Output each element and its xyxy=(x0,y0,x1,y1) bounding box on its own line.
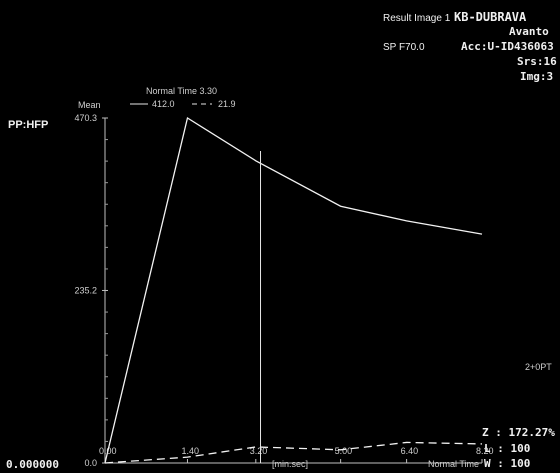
x-axis-title-right: Normal Time xyxy=(428,459,480,469)
chart-series xyxy=(104,116,483,464)
chart-legend: Normal Time 3.30 412.0 21.9 xyxy=(130,86,236,109)
orientation-label: 2+0PT xyxy=(525,362,552,372)
series-number: Srs:16 xyxy=(517,55,557,68)
position-value: 0.000000 xyxy=(6,458,59,471)
chart-axes xyxy=(104,118,482,464)
x-tick-label: 6.40 xyxy=(401,446,419,456)
x-tick-label: 5.00 xyxy=(335,446,353,456)
mean-series-line xyxy=(104,116,483,464)
x-tick-label: 3.20 xyxy=(250,446,268,456)
window-readout: W : 100 xyxy=(484,457,531,470)
accession-number: Acc:U-ID436063 xyxy=(461,40,554,53)
reference-series-line xyxy=(104,441,483,464)
device-name: Avanto xyxy=(509,25,549,38)
image-number: Img:3 xyxy=(520,70,554,83)
sequence-label: PP:HFP xyxy=(8,119,49,131)
y-tick-label: 235.2 xyxy=(74,285,97,295)
x-tick-label: 8.20 xyxy=(476,446,494,456)
x-tick-label: 1.40 xyxy=(181,446,199,456)
result-image-label: Result Image 1 xyxy=(383,13,451,24)
legend-series1-value: 412.0 xyxy=(152,99,175,109)
y-tick-label: 470.3 xyxy=(74,113,97,123)
y-axis-title: Mean xyxy=(78,100,101,110)
zoom-readout: Z : 172.27% xyxy=(482,426,555,439)
legend-cursor-label: Normal Time 3.30 xyxy=(146,86,217,96)
y-tick-label: 0.0 xyxy=(84,458,97,468)
institution-name: KB-DUBRAVA xyxy=(454,10,527,24)
x-axis-title: [min.sec] xyxy=(272,459,309,469)
sp-label: SP F70.0 xyxy=(383,42,425,53)
level-readout: L : 100 xyxy=(484,442,531,455)
legend-series2-value: 21.9 xyxy=(218,99,236,109)
